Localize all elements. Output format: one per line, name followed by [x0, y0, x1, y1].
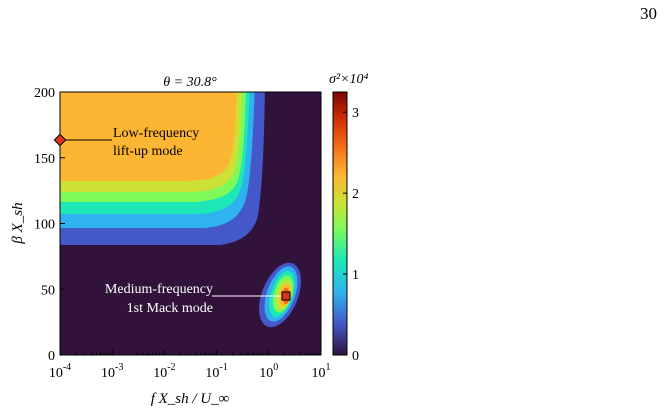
- low-frequency-annotation-line-1: Low-frequency: [113, 126, 199, 141]
- colorbar-tick-label: 2: [352, 187, 359, 202]
- colorbar-tick-label: 3: [352, 106, 359, 121]
- contour-level-6: [60, 92, 237, 181]
- y-tick-label: 150: [34, 152, 55, 167]
- x-axis: 10-4 10-3 10-2 10-1 100 101: [49, 350, 331, 381]
- x-tick-label: 100: [259, 362, 278, 381]
- y-tick-label: 200: [34, 86, 55, 101]
- x-tick-label: 101: [312, 362, 331, 381]
- colorbar: [332, 91, 348, 356]
- y-tick-label: 100: [34, 218, 55, 233]
- medium-frequency-annotation-line-1: Medium-frequency: [105, 282, 213, 297]
- x-tick-label: 10-3: [101, 362, 123, 381]
- y-axis: 0 50 100 150 200: [34, 86, 65, 364]
- y-axis-label: β X_sh: [10, 202, 26, 244]
- low-frequency-lobe: [60, 92, 265, 245]
- y-tick-label: 50: [41, 283, 55, 298]
- colorbar-label: σ²×10⁴: [329, 72, 369, 87]
- colorbar-ticks: 0 1 2 3: [343, 106, 359, 364]
- medium-frequency-marker: [281, 291, 291, 301]
- colorbar-tick-label: 1: [352, 268, 359, 283]
- medium-frequency-annotation-line-2: 1st Mack mode: [127, 301, 213, 316]
- x-tick-label: 10-2: [153, 362, 175, 381]
- y-tick-label: 0: [48, 349, 55, 364]
- x-tick-label: 10-1: [205, 362, 227, 381]
- colorbar-tick-label: 0: [352, 349, 359, 364]
- x-axis-label: f X_sh / U_∞: [151, 391, 230, 407]
- x-tick-label: 10-4: [49, 362, 71, 381]
- low-frequency-annotation-line-2: lift-up mode: [113, 144, 183, 159]
- chart-title: θ = 30.8°: [163, 75, 217, 90]
- page-number: 30: [640, 4, 657, 23]
- low-frequency-marker: [53, 133, 67, 147]
